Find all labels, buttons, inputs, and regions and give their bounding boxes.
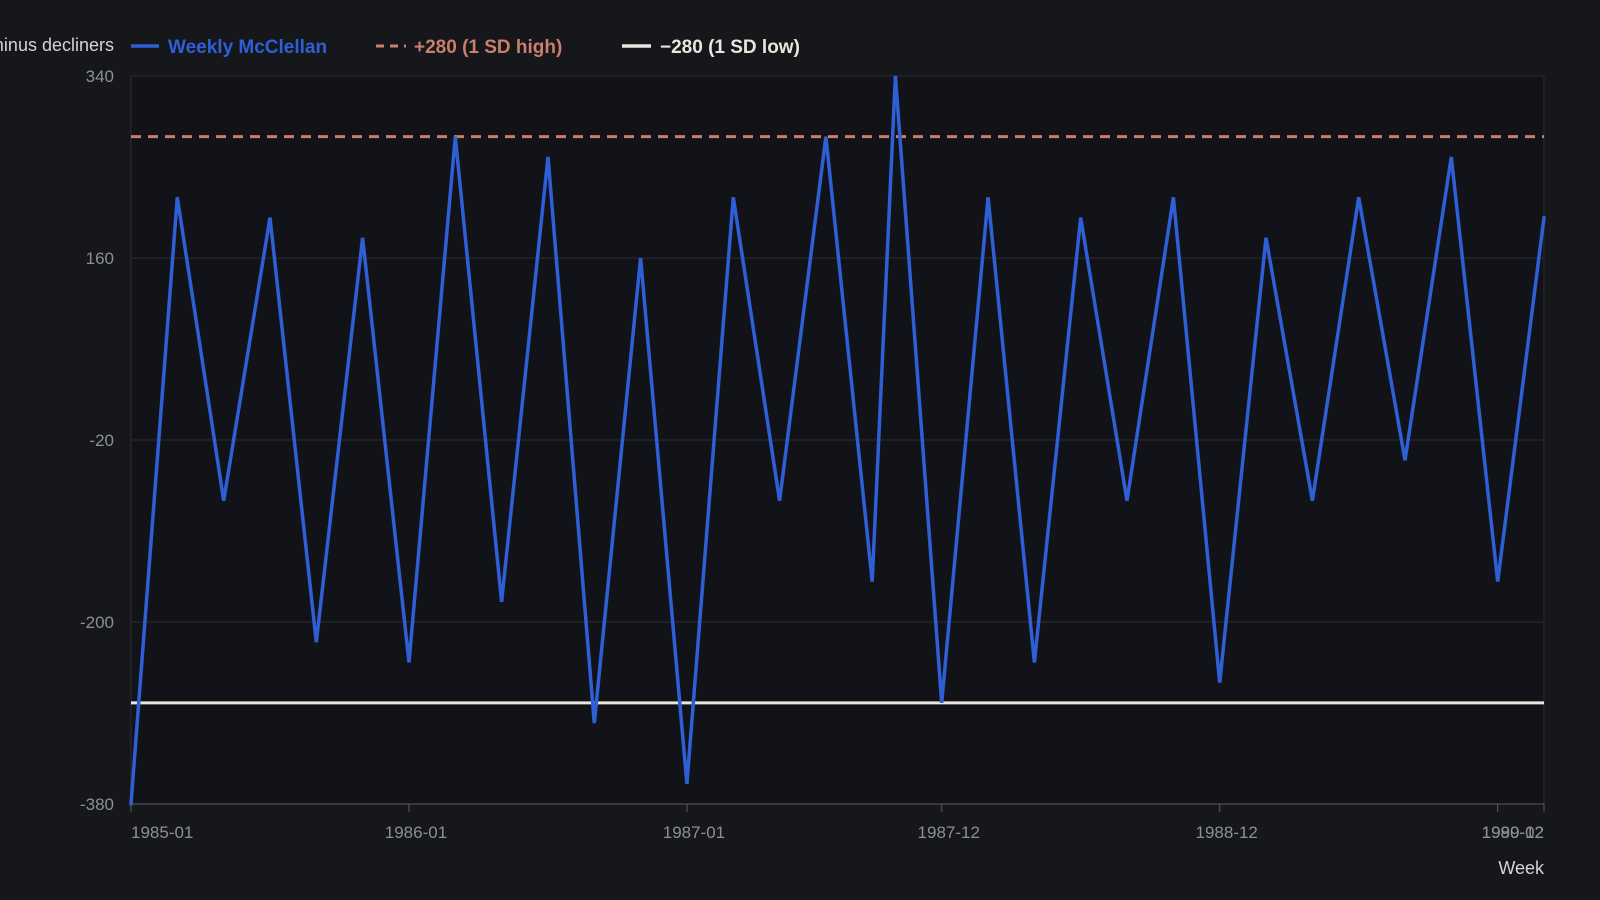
x-axis: 1985-01 1986-01 1987-01 1987-12 1988-12 1989-… bbox=[130, 803, 1545, 842]
y-tick-label: -200 bbox=[80, 613, 114, 632]
legend-label-sd-low: −280 (1 SD low) bbox=[660, 37, 800, 58]
y-tick-label: 160 bbox=[86, 249, 114, 268]
x-tick-label: 1988-12 bbox=[1196, 823, 1258, 842]
x-tick-label: 1987-01 bbox=[663, 823, 725, 842]
legend-label-sd-high: +280 (1 SD high) bbox=[414, 37, 562, 58]
y-axis: 340 160 -20 -200 -380 bbox=[80, 67, 114, 814]
y-tick-label: -20 bbox=[89, 431, 114, 450]
x-tick-label: 1987-12 bbox=[918, 823, 980, 842]
y-tick-label: -380 bbox=[80, 795, 114, 814]
y-tick-label: 340 bbox=[86, 67, 114, 86]
legend-label-weekly-mcclellan: Weekly McClellan bbox=[168, 37, 327, 58]
x-tick-label: 1989-12 bbox=[1482, 823, 1544, 842]
reference-lines bbox=[131, 135, 1544, 705]
series-layer bbox=[129, 75, 1546, 806]
x-axis-title: Week bbox=[1498, 858, 1545, 878]
series-line-weekly-mcclellan bbox=[129, 75, 1546, 806]
y-axis-title: Advancers minus decliners bbox=[0, 35, 114, 55]
x-tick-label: 1986-01 bbox=[385, 823, 447, 842]
x-tick-label: 1985-01 bbox=[131, 823, 193, 842]
legend: Advancers minus decliners Weekly McClell… bbox=[0, 35, 800, 58]
x-tick-label: 1990-02 bbox=[1482, 823, 1544, 842]
